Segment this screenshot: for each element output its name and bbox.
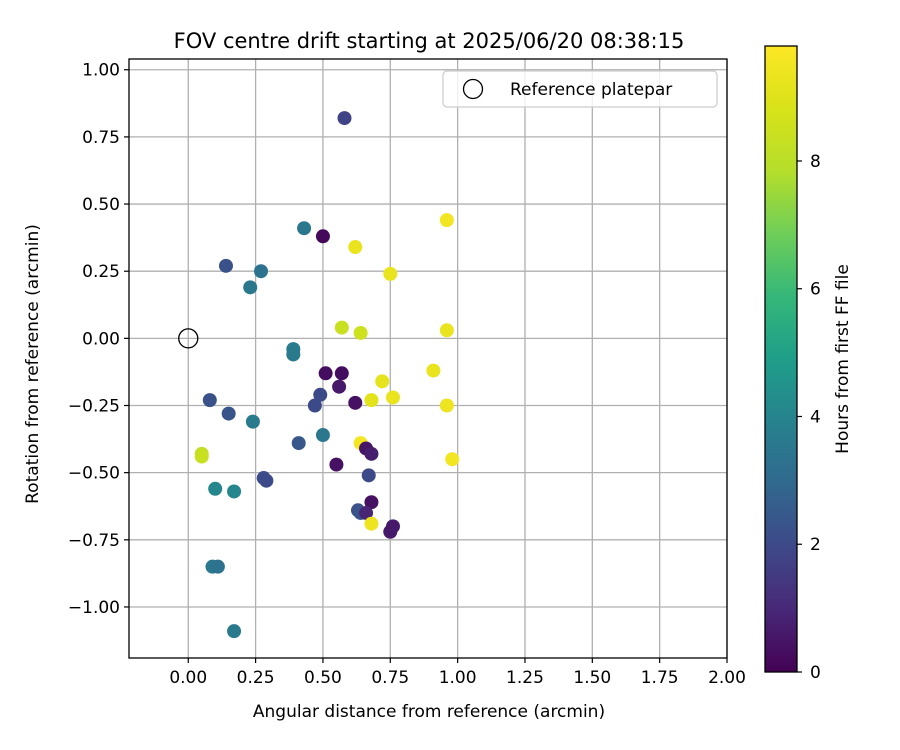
data-point <box>221 406 236 421</box>
data-point <box>218 258 233 273</box>
y-tick-label: −1.00 <box>68 598 120 618</box>
legend-marker-reference <box>462 78 484 100</box>
data-point <box>426 363 441 378</box>
y-tick-label: 0.25 <box>82 262 120 282</box>
reference-platepar-marker <box>178 328 199 349</box>
data-point <box>315 428 330 443</box>
data-point <box>297 221 312 236</box>
colorbar-tick-label: 4 <box>810 407 821 427</box>
data-point <box>439 213 454 228</box>
axes-frame <box>128 58 728 659</box>
data-point <box>259 473 274 488</box>
data-point <box>291 436 306 451</box>
y-tick-label: 0.50 <box>82 195 120 215</box>
data-point <box>375 374 390 389</box>
data-point <box>361 468 376 483</box>
colorbar-tick-label: 6 <box>810 280 821 300</box>
x-tick-label: 2.00 <box>708 668 746 688</box>
data-point <box>202 393 217 408</box>
data-point <box>337 111 352 126</box>
x-tick-label: 1.00 <box>439 668 477 688</box>
data-point <box>439 398 454 413</box>
data-point <box>383 524 398 539</box>
data-point <box>329 457 344 472</box>
data-point <box>332 379 347 394</box>
x-tick-label: 0.00 <box>169 668 207 688</box>
colorbar-tick-label: 8 <box>810 152 821 172</box>
data-point <box>318 366 333 381</box>
legend-frame <box>442 70 718 108</box>
data-point <box>364 516 379 531</box>
data-point <box>227 484 242 499</box>
y-tick-label: −0.50 <box>68 464 120 484</box>
data-point <box>353 325 368 340</box>
data-point <box>194 449 209 464</box>
colorbar-label: Hours from first FF file <box>833 264 853 454</box>
legend: Reference platepar <box>442 70 718 108</box>
data-point <box>286 347 301 362</box>
data-point <box>383 266 398 281</box>
data-point <box>364 393 379 408</box>
data-point <box>364 446 379 461</box>
data-point <box>359 505 374 520</box>
data-point <box>227 624 242 639</box>
data-point <box>210 559 225 574</box>
y-tick-label: 0.75 <box>82 128 120 148</box>
x-axis-label: Angular distance from reference (arcmin) <box>253 702 605 722</box>
data-point <box>208 481 223 496</box>
x-tick-label: 1.75 <box>641 668 679 688</box>
y-axis-label: Rotation from reference (arcmin) <box>23 224 43 504</box>
data-point <box>445 452 460 467</box>
data-point <box>243 280 258 295</box>
y-tick-label: 0.00 <box>82 329 120 349</box>
y-tick-label: 1.00 <box>82 61 120 81</box>
data-point <box>307 398 322 413</box>
data-point <box>334 320 349 335</box>
chart-title: FOV centre drift starting at 2025/06/20 … <box>174 29 685 53</box>
data-point <box>439 323 454 338</box>
data-point <box>253 264 268 279</box>
x-tick-label: 1.25 <box>506 668 544 688</box>
colorbar-ticks: 0 2 4 6 8 <box>797 152 821 683</box>
data-point <box>334 366 349 381</box>
data-point <box>315 229 330 244</box>
colorbar-gradient <box>764 45 798 673</box>
plot-area: 0.00 0.25 0.50 0.75 1.00 1.25 1.50 1.75 2.00 1.00… <box>68 58 746 688</box>
data-point <box>245 414 260 429</box>
x-tick-label: 0.25 <box>237 668 275 688</box>
y-tick-label: −0.25 <box>68 397 120 417</box>
y-tick-label: −0.75 <box>68 531 120 551</box>
x-tick-label: 0.50 <box>304 668 342 688</box>
colorbar-tick-label: 0 <box>810 663 821 683</box>
legend-label-reference: Reference platepar <box>510 80 672 100</box>
data-point <box>313 387 328 402</box>
data-point <box>364 495 379 510</box>
x-tick-label: 1.50 <box>573 668 611 688</box>
data-point <box>348 395 363 410</box>
colorbar: 0 2 4 6 8 Hours from first FF file <box>764 45 853 683</box>
x-tick-label: 0.75 <box>371 668 409 688</box>
colorbar-tick-label: 2 <box>810 535 821 555</box>
data-point <box>385 390 400 405</box>
data-point <box>348 240 363 255</box>
